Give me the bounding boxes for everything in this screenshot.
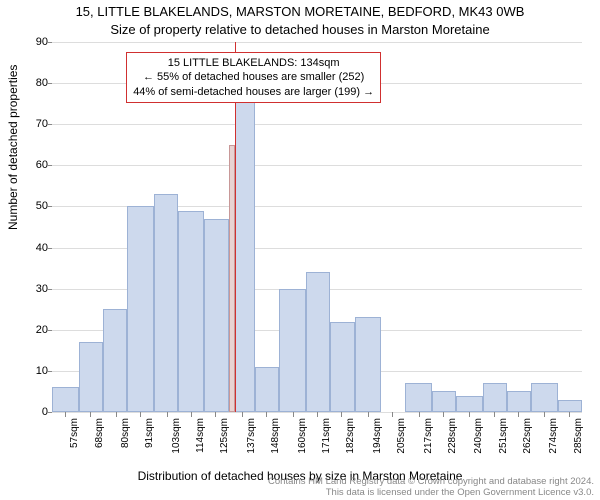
x-tick-label: 285sqm xyxy=(573,418,577,454)
histogram-bar xyxy=(79,342,103,412)
histogram-bar xyxy=(279,289,306,412)
x-tick-mark xyxy=(116,412,117,417)
x-tick-label: 262sqm xyxy=(522,418,526,454)
y-tick-mark xyxy=(47,206,52,207)
histogram-bar xyxy=(178,211,205,412)
y-tick-label: 70 xyxy=(24,118,48,130)
x-tick-label: 171sqm xyxy=(321,418,325,454)
y-tick-mark xyxy=(47,165,52,166)
x-tick-label: 251sqm xyxy=(498,418,502,454)
x-tick-mark xyxy=(368,412,369,417)
y-tick-label: 30 xyxy=(24,283,48,295)
x-tick-label: 274sqm xyxy=(548,418,552,454)
x-tick-label: 205sqm xyxy=(396,418,400,454)
grid-line xyxy=(52,42,582,43)
y-tick-mark xyxy=(47,371,52,372)
x-tick-label: 68sqm xyxy=(94,418,98,448)
x-tick-mark xyxy=(317,412,318,417)
histogram-bar xyxy=(52,387,79,412)
x-tick-mark xyxy=(518,412,519,417)
y-tick-mark xyxy=(47,83,52,84)
x-tick-mark xyxy=(544,412,545,417)
x-tick-mark xyxy=(65,412,66,417)
histogram-bar xyxy=(405,383,432,412)
x-tick-mark xyxy=(443,412,444,417)
histogram-bar xyxy=(127,206,154,412)
y-tick-mark xyxy=(47,330,52,331)
chart-title-line1: 15, LITTLE BLAKELANDS, MARSTON MORETAINE… xyxy=(0,4,600,19)
x-tick-label: 80sqm xyxy=(120,418,124,448)
x-tick-label: 103sqm xyxy=(171,418,175,454)
x-tick-label: 194sqm xyxy=(372,418,376,454)
y-tick-mark xyxy=(47,124,52,125)
y-tick-label: 0 xyxy=(24,406,48,418)
x-tick-mark xyxy=(469,412,470,417)
grid-line xyxy=(52,124,582,125)
x-tick-label: 137sqm xyxy=(246,418,250,454)
histogram-bar xyxy=(229,145,236,412)
x-tick-label: 228sqm xyxy=(447,418,451,454)
y-axis-label: Number of detached properties xyxy=(6,65,20,230)
histogram-bar xyxy=(204,219,228,412)
y-tick-mark xyxy=(47,412,52,413)
annotation-box: 15 LITTLE BLAKELANDS: 134sqm← 55% of det… xyxy=(126,52,381,103)
y-tick-label: 50 xyxy=(24,200,48,212)
y-tick-mark xyxy=(47,42,52,43)
y-tick-label: 60 xyxy=(24,159,48,171)
x-tick-mark xyxy=(494,412,495,417)
x-tick-label: 125sqm xyxy=(219,418,223,454)
histogram-bar xyxy=(103,309,127,412)
x-tick-mark xyxy=(569,412,570,417)
x-tick-label: 114sqm xyxy=(195,418,199,453)
y-tick-label: 20 xyxy=(24,324,48,336)
histogram-bar xyxy=(255,367,279,412)
footer-attribution: Contains HM Land Registry data © Crown c… xyxy=(0,476,594,498)
y-tick-mark xyxy=(47,289,52,290)
y-tick-label: 90 xyxy=(24,36,48,48)
histogram-bar xyxy=(154,194,178,412)
x-tick-mark xyxy=(215,412,216,417)
x-tick-mark xyxy=(90,412,91,417)
x-tick-label: 148sqm xyxy=(270,418,274,454)
y-tick-label: 80 xyxy=(24,77,48,89)
histogram-bar xyxy=(306,272,330,412)
histogram-bar xyxy=(531,383,558,412)
x-tick-label: 57sqm xyxy=(69,418,73,448)
histogram-bar xyxy=(483,383,507,412)
x-tick-mark xyxy=(167,412,168,417)
y-tick-label: 10 xyxy=(24,365,48,377)
x-tick-label: 160sqm xyxy=(297,418,301,454)
histogram-bar xyxy=(456,396,483,412)
histogram-bar xyxy=(558,400,582,412)
plot-area: 010203040506070809057sqm68sqm80sqm91sqm1… xyxy=(52,42,582,412)
histogram-bar xyxy=(330,322,354,412)
histogram-bar xyxy=(432,391,456,412)
histogram-bar xyxy=(235,63,255,412)
x-tick-label: 91sqm xyxy=(144,418,148,448)
y-tick-mark xyxy=(47,248,52,249)
x-tick-mark xyxy=(293,412,294,417)
x-tick-mark xyxy=(341,412,342,417)
x-tick-label: 240sqm xyxy=(473,418,477,454)
x-tick-label: 182sqm xyxy=(345,418,349,454)
x-tick-mark xyxy=(266,412,267,417)
x-tick-label: 217sqm xyxy=(423,418,427,454)
x-tick-mark xyxy=(140,412,141,417)
histogram-bar xyxy=(355,317,382,412)
histogram-bar xyxy=(507,391,531,412)
x-tick-mark xyxy=(242,412,243,417)
x-tick-mark xyxy=(392,412,393,417)
x-tick-mark xyxy=(191,412,192,417)
x-tick-mark xyxy=(419,412,420,417)
chart-title-line2: Size of property relative to detached ho… xyxy=(0,22,600,37)
grid-line xyxy=(52,165,582,166)
y-tick-label: 40 xyxy=(24,242,48,254)
